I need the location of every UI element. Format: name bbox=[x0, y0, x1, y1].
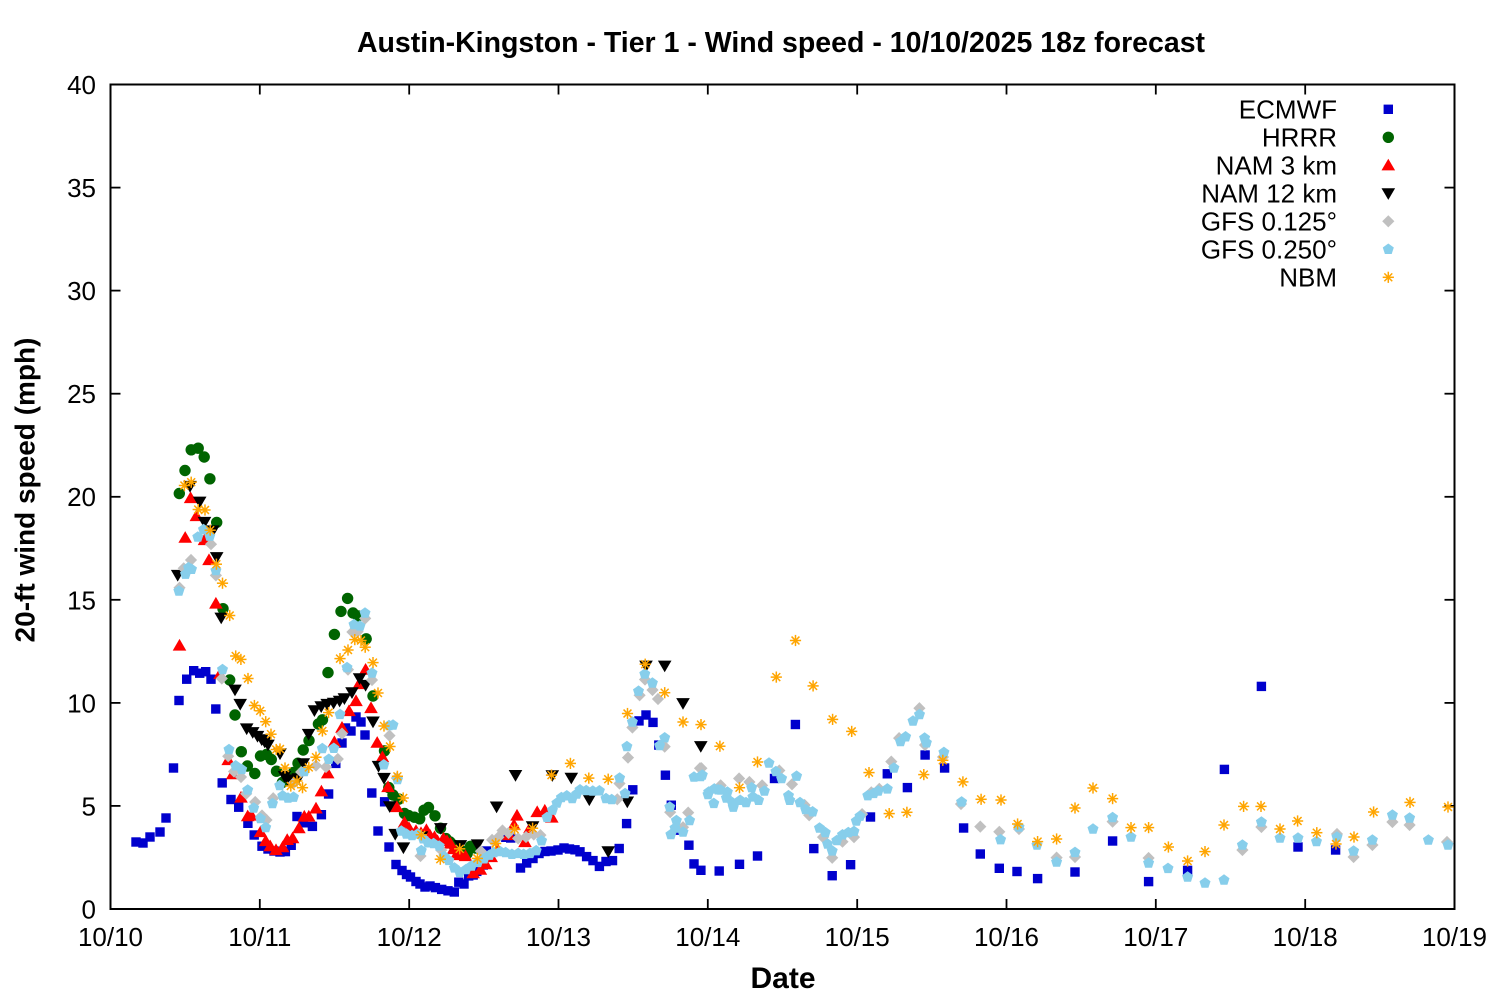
svg-text:10/12: 10/12 bbox=[377, 922, 442, 952]
svg-text:10/19: 10/19 bbox=[1422, 922, 1487, 952]
svg-text:HRRR: HRRR bbox=[1262, 122, 1337, 152]
svg-text:10: 10 bbox=[67, 688, 96, 718]
svg-text:10/10: 10/10 bbox=[78, 922, 143, 952]
svg-text:20: 20 bbox=[67, 482, 96, 512]
svg-text:Austin-Kingston - Tier 1 - Win: Austin-Kingston - Tier 1 - Wind speed - … bbox=[357, 27, 1206, 59]
svg-text:10/15: 10/15 bbox=[825, 922, 890, 952]
svg-text:NAM 12 km: NAM 12 km bbox=[1201, 178, 1337, 208]
svg-text:15: 15 bbox=[67, 585, 96, 615]
svg-text:ECMWF: ECMWF bbox=[1239, 94, 1337, 124]
svg-text:NAM 3 km: NAM 3 km bbox=[1216, 150, 1337, 180]
svg-text:10/11: 10/11 bbox=[228, 922, 291, 952]
svg-text:5: 5 bbox=[82, 791, 96, 821]
svg-text:10/17: 10/17 bbox=[1123, 922, 1188, 952]
svg-text:GFS 0.125°: GFS 0.125° bbox=[1201, 206, 1337, 236]
svg-text:NBM: NBM bbox=[1279, 262, 1337, 292]
svg-text:10/18: 10/18 bbox=[1273, 922, 1338, 952]
svg-text:10/16: 10/16 bbox=[974, 922, 1039, 952]
svg-text:0: 0 bbox=[82, 895, 96, 925]
svg-text:10/13: 10/13 bbox=[526, 922, 591, 952]
svg-text:35: 35 bbox=[67, 173, 96, 203]
svg-text:20-ft wind speed (mph): 20-ft wind speed (mph) bbox=[10, 338, 41, 643]
svg-text:10/14: 10/14 bbox=[675, 922, 740, 952]
svg-text:25: 25 bbox=[67, 379, 96, 409]
svg-text:40: 40 bbox=[67, 70, 96, 100]
svg-text:30: 30 bbox=[67, 276, 96, 306]
svg-text:Date: Date bbox=[750, 962, 815, 995]
svg-text:GFS 0.250°: GFS 0.250° bbox=[1201, 234, 1337, 264]
